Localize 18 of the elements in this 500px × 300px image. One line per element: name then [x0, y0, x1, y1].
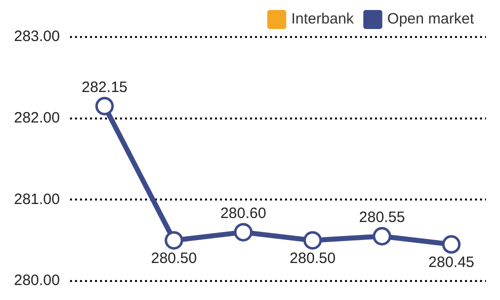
legend-label: Open market [387, 10, 475, 28]
point [303, 231, 322, 250]
data-label: 280.50 [150, 250, 197, 267]
data-label: 280.60 [220, 204, 266, 222]
point [372, 227, 392, 246]
point [95, 96, 114, 116]
y-tick-label: 280.00 [14, 272, 60, 290]
point [164, 231, 184, 250]
point [234, 222, 253, 242]
y-tick-label: 281.00 [14, 190, 60, 208]
data-label: 282.15 [82, 78, 128, 96]
y-tick-label: 282.00 [14, 109, 60, 126]
data-label: 280.45 [428, 254, 474, 272]
point [442, 235, 461, 254]
y-tick-label: 283.00 [14, 28, 60, 46]
data-label: 280.50 [290, 250, 336, 267]
legend-label: Interbank [291, 10, 354, 28]
data-label: 280.55 [359, 208, 405, 226]
